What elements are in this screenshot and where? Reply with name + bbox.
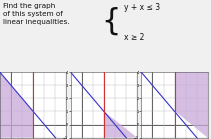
Text: Find the graph
of this system of
linear inequalities.: Find the graph of this system of linear … xyxy=(3,3,70,25)
Polygon shape xyxy=(175,72,208,138)
Text: {: { xyxy=(101,7,121,36)
Text: x ≥ 2: x ≥ 2 xyxy=(124,33,144,42)
Text: y + x ≤ 3: y + x ≤ 3 xyxy=(124,3,160,13)
Polygon shape xyxy=(104,111,137,138)
Polygon shape xyxy=(0,72,33,138)
